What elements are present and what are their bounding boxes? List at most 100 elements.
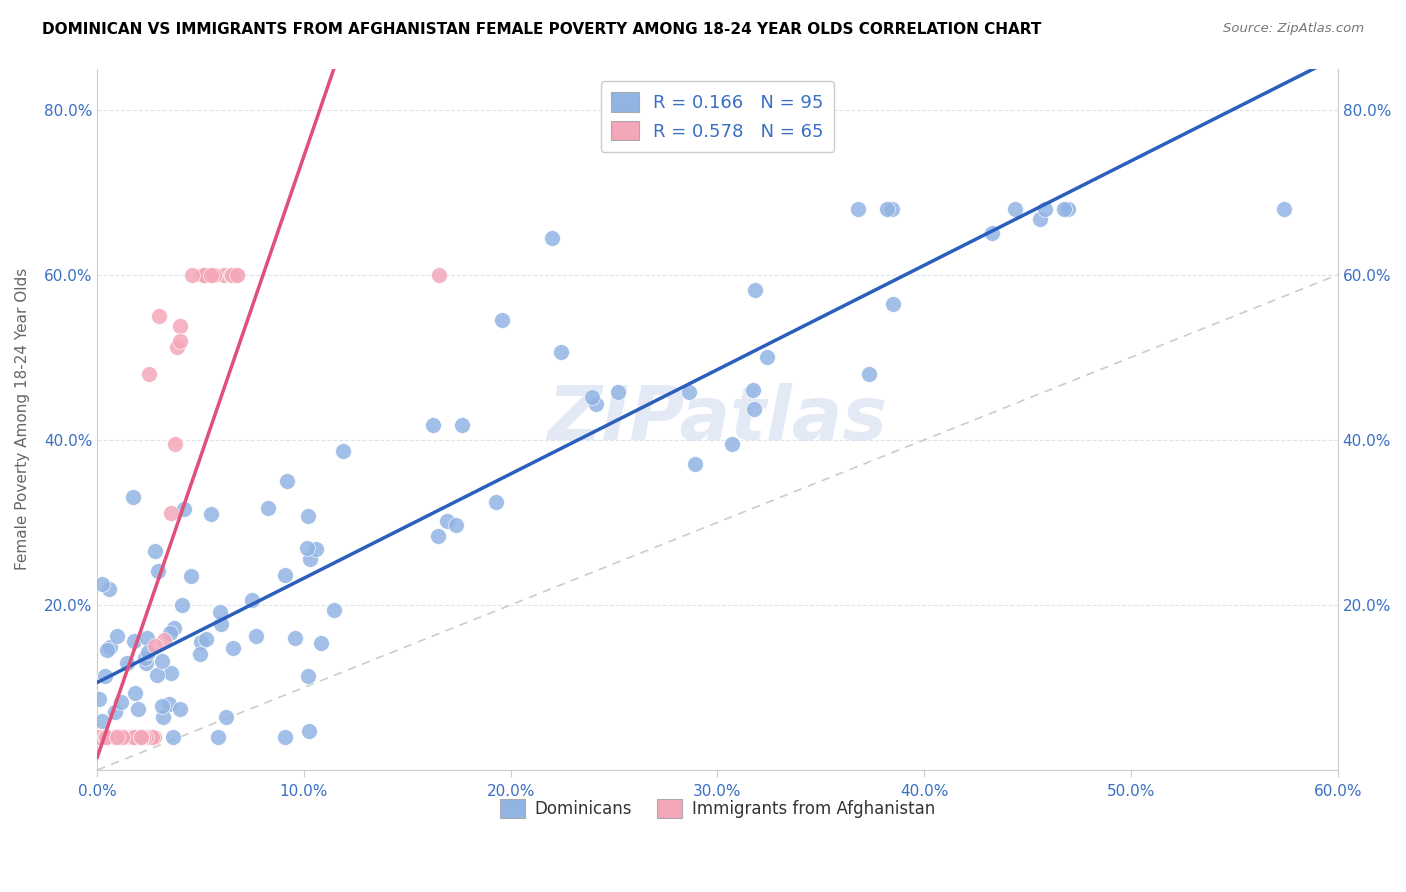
Point	[91, 730, 114, 744]
Point	[134, 650, 156, 665]
Point	[104, 705, 127, 719]
Point	[226, 268, 249, 282]
Point	[193, 268, 215, 282]
Point	[273, 568, 295, 582]
Point	[190, 635, 212, 649]
Point	[169, 334, 191, 348]
Point	[89, 730, 111, 744]
Point	[152, 709, 174, 723]
Point	[305, 541, 328, 556]
Point	[427, 529, 450, 543]
Point	[981, 226, 1004, 240]
Point	[96, 730, 118, 744]
Point	[153, 632, 176, 647]
Point	[94, 669, 117, 683]
Point	[162, 621, 184, 635]
Point	[284, 631, 307, 645]
Point	[122, 730, 145, 744]
Point	[98, 730, 121, 744]
Point	[91, 714, 114, 728]
Point	[118, 730, 141, 744]
Point	[103, 730, 125, 744]
Point	[136, 644, 159, 658]
Point	[122, 490, 145, 504]
Point	[138, 367, 160, 381]
Point	[180, 569, 202, 583]
Point	[221, 268, 243, 282]
Point	[146, 565, 169, 579]
Point	[127, 702, 149, 716]
Point	[274, 730, 297, 744]
Point	[208, 606, 231, 620]
Point	[111, 730, 134, 744]
Text: DOMINICAN VS IMMIGRANTS FROM AFGHANISTAN FEMALE POVERTY AMONG 18-24 YEAR OLDS CO: DOMINICAN VS IMMIGRANTS FROM AFGHANISTAN…	[42, 22, 1042, 37]
Point	[427, 268, 450, 282]
Point	[550, 345, 572, 359]
Point	[124, 730, 146, 744]
Point	[135, 657, 157, 671]
Point	[150, 699, 173, 714]
Point	[876, 202, 898, 216]
Point	[193, 268, 215, 282]
Point	[257, 501, 280, 516]
Point	[191, 268, 214, 282]
Point	[322, 602, 344, 616]
Point	[207, 730, 229, 744]
Point	[105, 629, 128, 643]
Point	[226, 268, 249, 282]
Point	[169, 702, 191, 716]
Legend: Dominicans, Immigrants from Afghanistan: Dominicans, Immigrants from Afghanistan	[494, 793, 942, 825]
Point	[94, 730, 117, 744]
Point	[744, 283, 766, 297]
Point	[112, 730, 135, 744]
Point	[742, 401, 765, 416]
Point	[93, 730, 115, 744]
Point	[124, 730, 146, 744]
Point	[141, 730, 163, 744]
Point	[114, 730, 136, 744]
Point	[159, 626, 181, 640]
Point	[200, 268, 222, 282]
Point	[297, 669, 319, 683]
Point	[107, 730, 129, 744]
Point	[122, 730, 145, 744]
Point	[422, 418, 444, 433]
Point	[157, 697, 180, 711]
Point	[846, 202, 869, 216]
Point	[219, 268, 242, 282]
Point	[181, 268, 204, 282]
Y-axis label: Female Poverty Among 18-24 Year Olds: Female Poverty Among 18-24 Year Olds	[15, 268, 30, 570]
Point	[295, 541, 318, 555]
Point	[880, 202, 903, 216]
Point	[131, 730, 153, 744]
Point	[1029, 212, 1052, 227]
Point	[97, 582, 120, 597]
Point	[491, 313, 513, 327]
Point	[143, 544, 166, 558]
Point	[142, 730, 165, 744]
Point	[858, 368, 880, 382]
Point	[298, 723, 321, 738]
Point	[129, 730, 152, 744]
Point	[115, 730, 138, 744]
Point	[108, 730, 131, 744]
Point	[94, 730, 117, 744]
Point	[160, 507, 183, 521]
Point	[200, 507, 222, 521]
Point	[188, 647, 211, 661]
Point	[170, 598, 193, 612]
Point	[89, 692, 111, 706]
Point	[94, 730, 117, 744]
Point	[124, 730, 146, 744]
Point	[1052, 202, 1074, 216]
Point	[741, 383, 763, 397]
Point	[111, 730, 134, 744]
Point	[103, 730, 125, 744]
Point	[451, 417, 474, 432]
Point	[212, 268, 235, 282]
Point	[606, 384, 628, 399]
Point	[146, 667, 169, 681]
Point	[721, 437, 744, 451]
Point	[683, 458, 706, 472]
Point	[1004, 202, 1026, 216]
